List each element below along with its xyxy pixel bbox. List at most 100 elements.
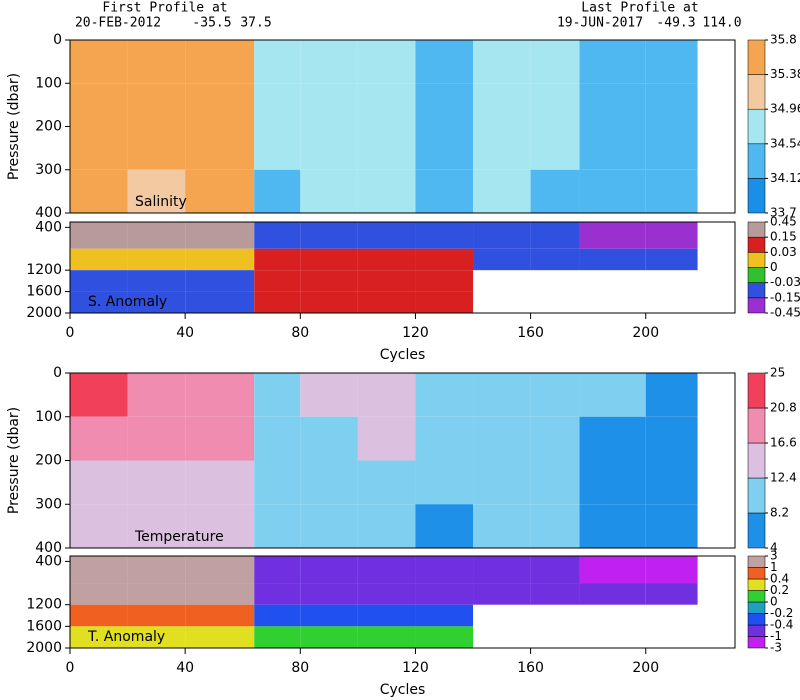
x-tick-label: 160 bbox=[517, 660, 544, 676]
heat-cell bbox=[415, 291, 474, 313]
heat-cell bbox=[300, 504, 358, 548]
heat-cell bbox=[579, 83, 646, 127]
heat-cell bbox=[300, 373, 358, 417]
heat-cell bbox=[127, 248, 186, 271]
heat-cell bbox=[645, 40, 698, 84]
colorbar-label: -0.15 bbox=[770, 290, 800, 304]
heat-cell bbox=[300, 460, 358, 505]
heat-cell bbox=[415, 126, 474, 170]
heat-cell bbox=[127, 83, 186, 127]
colorbar-segment bbox=[747, 143, 766, 179]
colorbar-label: 4 bbox=[770, 541, 778, 555]
heat-cell bbox=[415, 556, 474, 584]
colorbar-label: 0.2 bbox=[770, 583, 789, 597]
x-tick-label: 40 bbox=[176, 325, 194, 341]
heat-cell bbox=[185, 583, 255, 605]
heat-cell bbox=[70, 291, 128, 313]
colorbar-segment bbox=[747, 407, 766, 444]
y-axis-label: Pressure (dbar) bbox=[6, 73, 22, 180]
plot-frame bbox=[69, 555, 736, 649]
plot-frame bbox=[69, 221, 736, 314]
heat-cell bbox=[300, 222, 358, 249]
heat-cell bbox=[473, 83, 531, 127]
heat-cell bbox=[70, 373, 128, 417]
heat-cell bbox=[127, 583, 186, 605]
heat-cell bbox=[300, 556, 358, 584]
x-tick-label: 120 bbox=[402, 660, 429, 676]
heat-cell bbox=[127, 126, 186, 170]
heat-cell bbox=[530, 222, 580, 249]
y-tick-label: 200 bbox=[35, 453, 62, 469]
heat-cell bbox=[357, 169, 416, 213]
heat-cell bbox=[415, 169, 474, 213]
colorbar-label: -0.4 bbox=[770, 618, 793, 632]
first-lon: 37.5 bbox=[240, 16, 271, 31]
heat-cell bbox=[473, 583, 531, 605]
heat-cell bbox=[127, 604, 186, 627]
y-tick-label: 1200 bbox=[26, 597, 62, 613]
heat-cell bbox=[300, 126, 358, 170]
heat-cell bbox=[473, 222, 531, 249]
last-date: 19-JUN-2017 bbox=[557, 16, 643, 31]
heat-cell bbox=[185, 504, 255, 548]
heat-cell bbox=[254, 126, 301, 170]
heat-cell bbox=[473, 556, 531, 584]
x-axis-label: Cycles bbox=[380, 347, 426, 363]
heat-cell bbox=[645, 583, 698, 605]
heat-cell bbox=[415, 248, 474, 271]
heat-cell bbox=[185, 373, 255, 417]
heat-cell bbox=[185, 126, 255, 170]
heat-cell bbox=[185, 169, 255, 213]
heat-cell bbox=[357, 222, 416, 249]
heat-cell bbox=[357, 416, 416, 461]
colorbar-segment bbox=[747, 477, 766, 514]
heat-cell bbox=[579, 126, 646, 170]
y-tick-label: 400 bbox=[35, 219, 62, 235]
heat-cell bbox=[645, 460, 698, 505]
heat-cell bbox=[70, 604, 128, 627]
heat-cell bbox=[127, 460, 186, 505]
colorbar-label: 20.8 bbox=[770, 401, 797, 415]
heat-cell bbox=[579, 248, 646, 271]
heat-cell bbox=[357, 626, 416, 648]
heat-cell bbox=[254, 40, 301, 84]
heat-cell bbox=[473, 460, 531, 505]
heat-cell bbox=[357, 373, 416, 417]
heat-cell bbox=[70, 169, 128, 213]
colorbar-label: -0.45 bbox=[770, 306, 800, 320]
colorbar-segment bbox=[747, 512, 766, 549]
heat-cell bbox=[300, 83, 358, 127]
colorbar-segment bbox=[747, 74, 766, 110]
heat-cell bbox=[70, 583, 128, 605]
y-tick-label: 0 bbox=[53, 365, 62, 381]
x-tick-label: 200 bbox=[632, 660, 659, 676]
heat-cell bbox=[473, 40, 531, 84]
colorbar-label: 0.45 bbox=[770, 215, 797, 229]
heat-cell bbox=[645, 248, 698, 271]
colorbar-label: 1 bbox=[770, 560, 778, 574]
heat-cell bbox=[300, 270, 358, 292]
heat-cell bbox=[127, 556, 186, 584]
y-tick-label: 200 bbox=[35, 119, 62, 135]
heat-cell bbox=[530, 556, 580, 584]
heat-cell bbox=[579, 583, 646, 605]
heat-cell bbox=[579, 556, 646, 584]
heat-cell bbox=[357, 460, 416, 505]
heat-cell bbox=[579, 40, 646, 84]
colorbar-label: 8.2 bbox=[770, 506, 789, 520]
heat-cell bbox=[357, 270, 416, 292]
heat-cell bbox=[254, 270, 301, 292]
heat-cell bbox=[185, 40, 255, 84]
heat-cell bbox=[579, 460, 646, 505]
x-tick-label: 80 bbox=[291, 325, 309, 341]
heat-cell bbox=[645, 169, 698, 213]
colorbar-segment bbox=[747, 555, 766, 568]
heat-cell bbox=[357, 556, 416, 584]
heat-cell bbox=[70, 126, 128, 170]
heat-cell bbox=[185, 83, 255, 127]
heat-cell bbox=[300, 583, 358, 605]
heat-cell bbox=[254, 604, 301, 627]
heat-cell bbox=[254, 583, 301, 605]
first-title: First Profile at bbox=[102, 1, 227, 16]
